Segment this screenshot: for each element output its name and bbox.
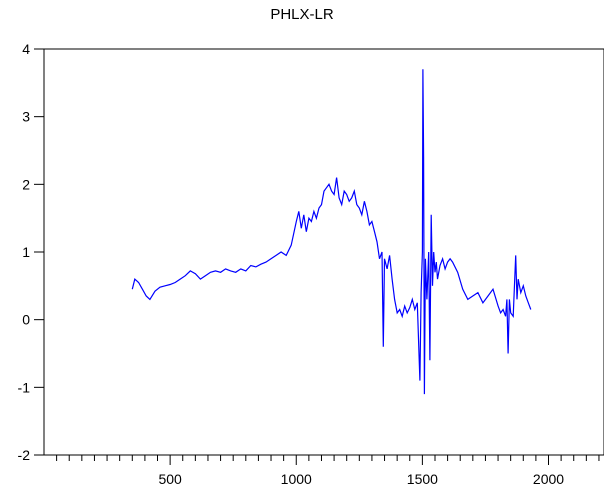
y-tick-label: 0 — [22, 312, 30, 328]
y-tick-label: 4 — [22, 41, 30, 57]
x-tick-label: 500 — [158, 471, 182, 487]
plot-frame — [43, 48, 604, 456]
x-axis: 500 1000 1500 2000 — [56, 455, 600, 487]
y-tick-label: 2 — [22, 176, 30, 192]
y-tick-label: 1 — [22, 244, 30, 260]
y-tick-label: -2 — [18, 447, 31, 463]
x-tick-label: 1000 — [281, 471, 312, 487]
y-tick-label: -1 — [18, 379, 31, 395]
x-tick-label: 1500 — [407, 471, 438, 487]
y-axis: -2 -1 0 1 2 3 4 — [18, 41, 44, 463]
series-line — [131, 69, 532, 395]
x-tick-label: 2000 — [533, 471, 564, 487]
y-tick-label: 3 — [22, 109, 30, 125]
chart-title: PHLX-LR — [270, 6, 334, 23]
